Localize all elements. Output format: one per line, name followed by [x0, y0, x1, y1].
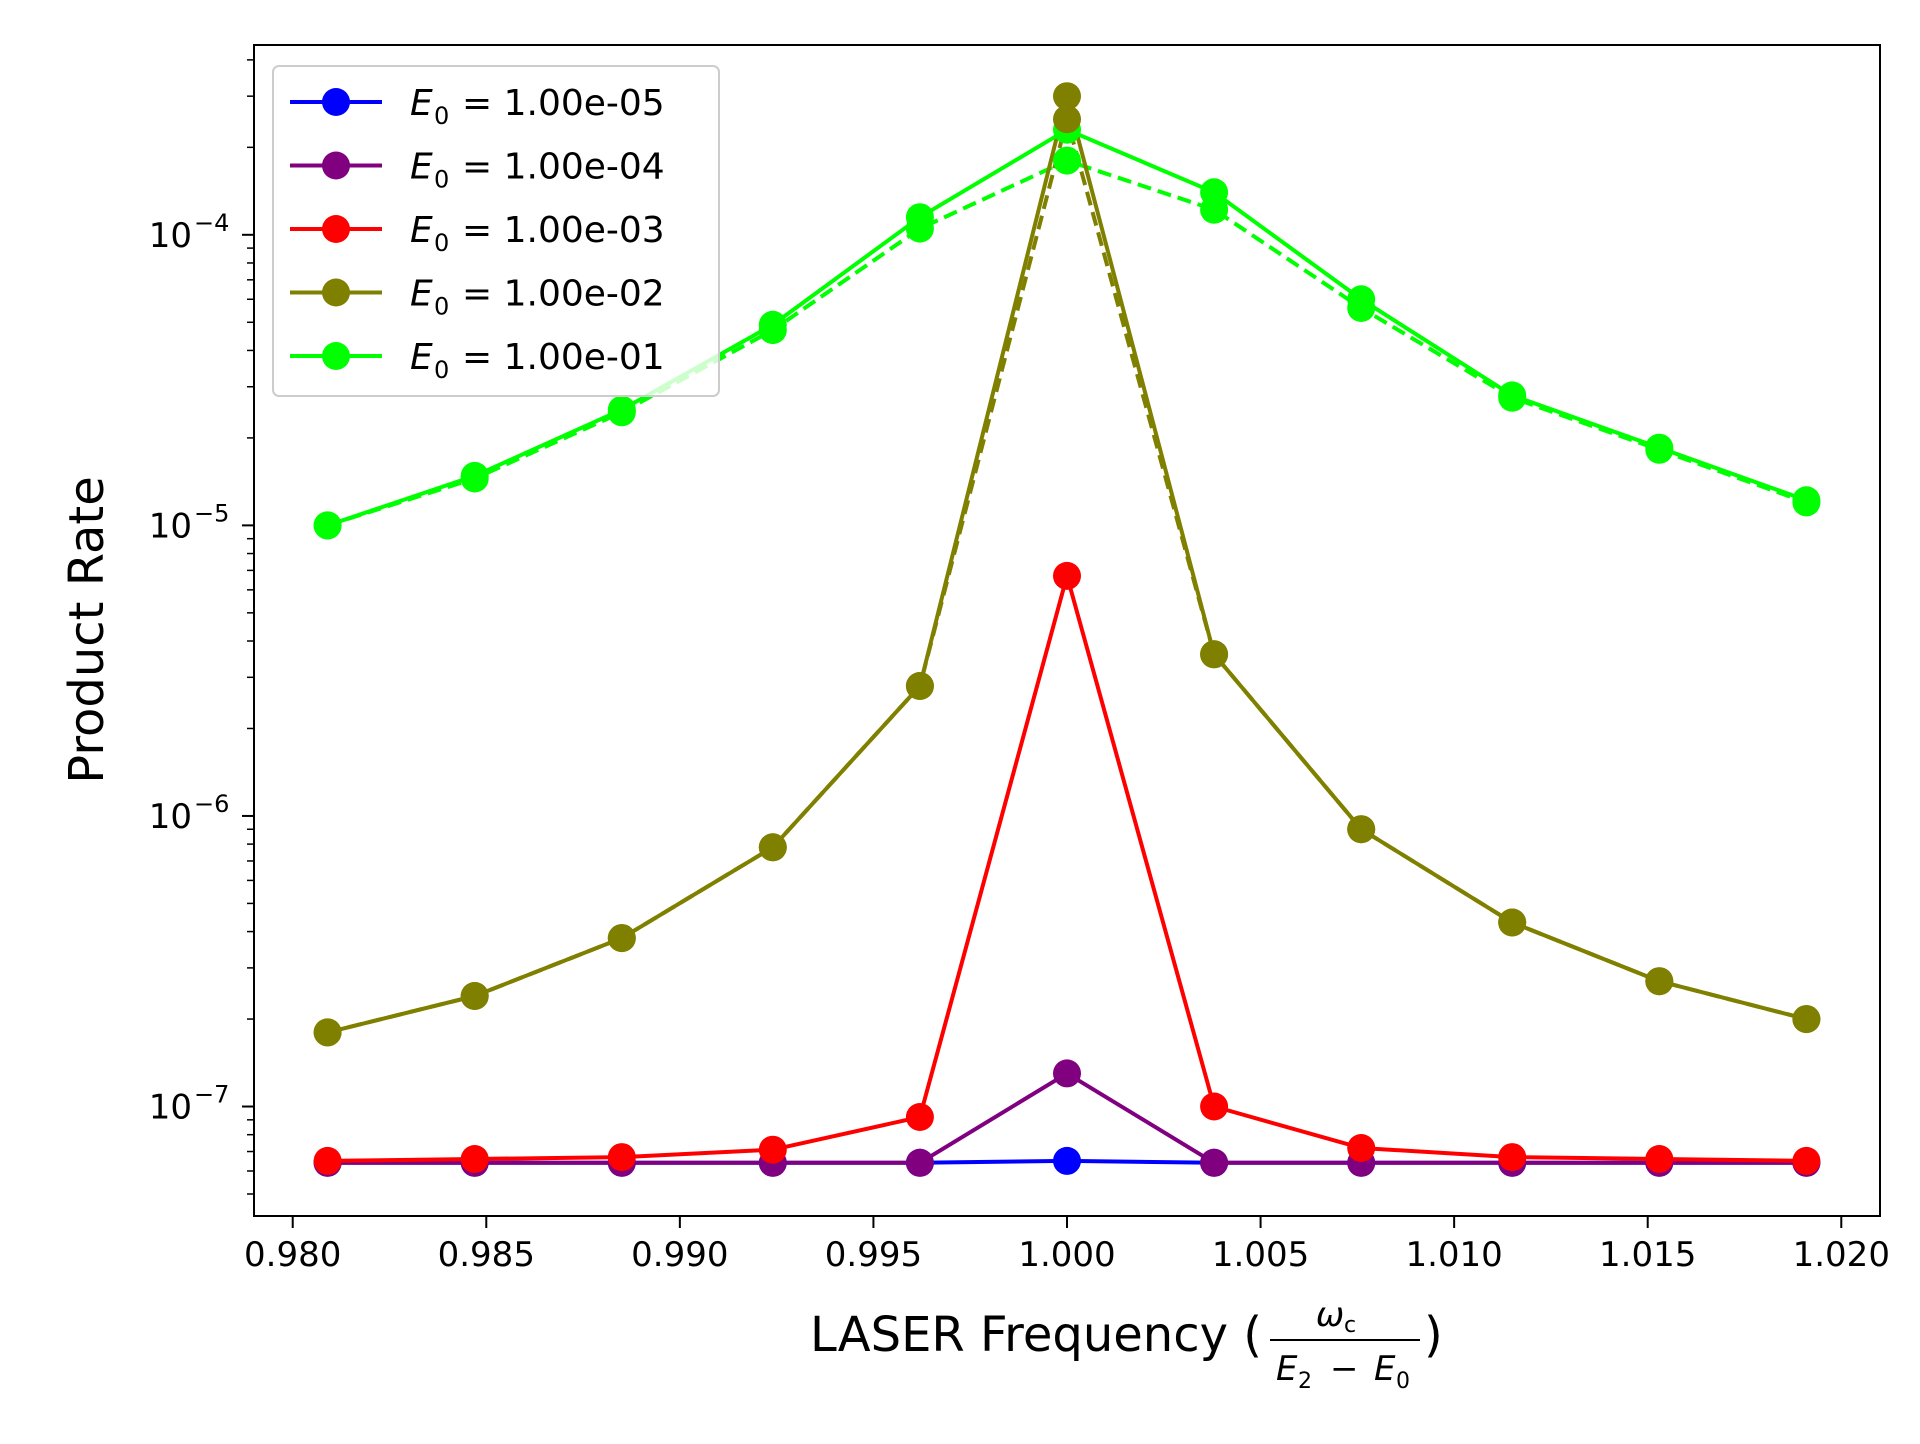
x-tick-label: 1.000 — [1018, 1235, 1115, 1275]
legend-label: = 1.00e-02 — [462, 274, 665, 315]
dashed-point-1-8 — [1498, 383, 1527, 412]
x-tick-label: 0.990 — [631, 1235, 728, 1275]
legend-symbol-sub: 0 — [434, 356, 449, 384]
legend-marker — [322, 215, 350, 243]
y-tick-label: 10 — [149, 216, 192, 256]
y-tick-exponent: −6 — [194, 790, 229, 818]
legend-box — [272, 65, 720, 397]
legend-symbol-sub: 0 — [434, 229, 449, 257]
point-s2-2 — [607, 1143, 636, 1172]
x-label-denominator-b-sub: 0 — [1396, 1369, 1410, 1394]
dashed-point-1-3 — [758, 316, 787, 345]
legend-marker — [322, 88, 350, 116]
point-s2-7 — [1347, 1134, 1376, 1162]
x-tick-label: 0.985 — [438, 1235, 535, 1275]
point-s2-10 — [1792, 1146, 1821, 1175]
dashed-point-1-10 — [1792, 488, 1821, 517]
legend-label: = 1.00e-01 — [462, 337, 665, 378]
point-s2-0 — [313, 1146, 342, 1175]
point-s2-9 — [1645, 1145, 1674, 1173]
x-tick-label: 1.020 — [1793, 1235, 1890, 1275]
x-axis-label-close-paren: ) — [1424, 1307, 1443, 1363]
x-tick-label: 0.980 — [244, 1235, 341, 1275]
dashed-point-0-0 — [313, 1018, 342, 1047]
point-s1-6 — [1200, 1148, 1229, 1177]
series-markers — [313, 82, 1821, 1177]
legend-symbol-sub: 0 — [434, 102, 449, 130]
y-axis-label: Product Rate — [59, 476, 115, 784]
dashed-point-0-1 — [460, 982, 489, 1010]
y-tick-label: 10 — [149, 797, 192, 837]
dashed-point-0-9 — [1645, 967, 1674, 996]
legend-symbol: E — [410, 337, 433, 378]
x-tick-label: 0.995 — [825, 1235, 922, 1275]
legend-label: = 1.00e-05 — [462, 83, 665, 124]
x-label-numerator-sub: c — [1344, 1313, 1356, 1338]
legend-label: = 1.00e-04 — [462, 147, 665, 188]
y-tick-label: 10 — [149, 506, 192, 546]
dashed-point-1-2 — [607, 398, 636, 427]
point-s1-4 — [905, 1148, 934, 1177]
point-s0-5 — [1053, 1146, 1081, 1175]
y-tick-exponent: −4 — [194, 209, 229, 237]
x-label-denominator-b: E — [1374, 1349, 1396, 1389]
dashed-point-0-10 — [1792, 1005, 1821, 1034]
dashed-point-1-9 — [1645, 435, 1674, 464]
dashed-point-0-8 — [1498, 908, 1527, 937]
point-s2-8 — [1498, 1143, 1527, 1172]
point-s2-3 — [758, 1135, 787, 1164]
dashed-point-0-3 — [758, 833, 787, 862]
dashed-point-1-1 — [460, 464, 489, 493]
dashed-point-0-4 — [905, 672, 934, 700]
point-s2-5 — [1053, 561, 1081, 590]
point-s1-5 — [1053, 1059, 1081, 1088]
legend-symbol: E — [410, 147, 433, 188]
x-label-denominator-a-sub: 2 — [1298, 1369, 1312, 1394]
x-tick-label: 1.005 — [1212, 1235, 1309, 1275]
x-label-denominator-op: − — [1330, 1349, 1359, 1389]
dashed-point-0-7 — [1347, 815, 1376, 844]
dashed-point-1-4 — [905, 214, 934, 243]
dashed-point-1-0 — [313, 511, 342, 540]
legend-symbol: E — [410, 210, 433, 251]
dashed-point-1-6 — [1200, 195, 1229, 224]
dashed-point-0-5 — [1053, 105, 1081, 134]
dashed-point-1-7 — [1347, 294, 1376, 322]
dashed-point-0-6 — [1200, 640, 1229, 669]
legend-marker — [322, 151, 350, 180]
point-s2-1 — [460, 1145, 489, 1173]
x-axis-label-fraction: ω cE 2− E 0 — [1270, 1295, 1420, 1394]
legend-symbol: E — [410, 83, 433, 124]
legend-marker — [322, 278, 350, 307]
x-tick-label: 1.010 — [1405, 1235, 1502, 1275]
legend-label: = 1.00e-03 — [462, 210, 665, 251]
legend-symbol: E — [410, 274, 433, 315]
point-s2-6 — [1200, 1092, 1229, 1121]
y-tick-exponent: −7 — [194, 1081, 229, 1109]
dashed-point-0-2 — [607, 924, 636, 953]
legend: E 0 = 1.00e-05E 0 = 1.00e-04E 0 = 1.00e-03E 0 = … — [272, 65, 720, 397]
y-tick-exponent: −5 — [194, 499, 229, 527]
dashed-point-1-5 — [1053, 146, 1081, 175]
legend-symbol-sub: 0 — [434, 166, 449, 194]
legend-symbol-sub: 0 — [434, 293, 449, 321]
x-label-denominator-a: E — [1276, 1349, 1298, 1389]
x-tick-label: 1.015 — [1599, 1235, 1696, 1275]
legend-marker — [322, 342, 350, 370]
point-s2-4 — [905, 1103, 934, 1131]
point-s3-5 — [1053, 82, 1081, 111]
x-label-numerator: ω — [1316, 1295, 1344, 1335]
x-axis-ticks: 0.980 0.985 0.990 0.995 1.000 1.005 1.010 1.015… — [244, 1216, 1890, 1275]
y-tick-label: 10 — [149, 1088, 192, 1128]
x-axis-label: LASER Frequency ( — [810, 1307, 1262, 1363]
y-axis-ticks: 10−710−610−510−4 — [149, 59, 254, 1195]
